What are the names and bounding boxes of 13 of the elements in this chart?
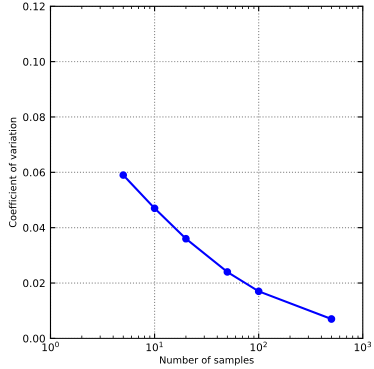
y-tick-label: 0.00 — [23, 334, 45, 342]
y-tick-label: 0.06 — [23, 168, 45, 176]
x-tick-label: 10$^{1}$ — [146, 342, 163, 352]
x-tick-label: 10$^{3}$ — [354, 342, 372, 352]
x-tick-label: 10$^{0}$ — [42, 342, 59, 352]
y-tick-label: 0.08 — [23, 113, 45, 122]
y-tick-label: 0.10 — [23, 58, 45, 66]
y-axis-title: Coefficient of variation — [8, 118, 16, 228]
y-tick-label: 0.04 — [23, 224, 46, 232]
y-tick-label: 0.02 — [23, 279, 45, 288]
x-axis-title: Number of samples — [160, 356, 254, 366]
y-tick-label: 0.12 — [23, 2, 45, 10]
x-tick-label: 10$^{2}$ — [250, 342, 267, 352]
